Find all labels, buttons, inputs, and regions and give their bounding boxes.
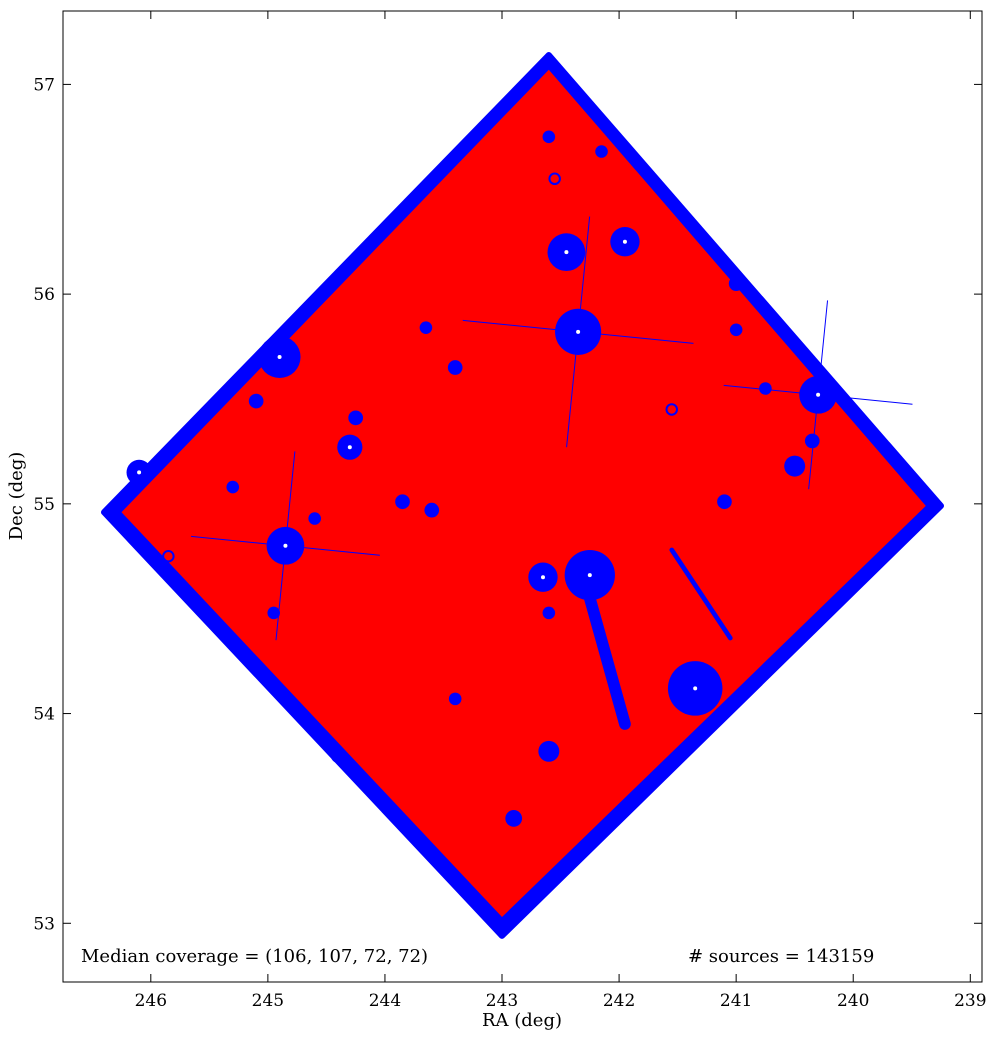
source-count-annotation: # sources = 143159 [688, 946, 874, 967]
masked-source-core [587, 573, 592, 578]
x-tick-label: 243 [486, 991, 518, 1011]
x-tick-label: 241 [720, 991, 752, 1011]
x-axis-label: RA (deg) [482, 1010, 562, 1031]
masked-source [248, 393, 264, 409]
masked-source-core [622, 239, 627, 244]
y-tick-label: 53 [33, 914, 55, 934]
masked-source [308, 512, 321, 525]
x-tick-label: 245 [252, 991, 284, 1011]
median-coverage-annotation: Median coverage = (106, 107, 72, 72) [81, 946, 428, 967]
masked-source-core [277, 355, 282, 360]
masked-source [447, 360, 463, 375]
plot-frame [62, 10, 983, 983]
x-tick-label: 239 [954, 991, 986, 1011]
masked-source [419, 321, 433, 334]
tick-layer: 246 245 244 243 242 241 240 239 53 54 55 56 57 [33, 11, 987, 1011]
masked-source [542, 130, 556, 144]
x-tick-label: 244 [369, 991, 401, 1011]
masked-source-core [576, 329, 581, 334]
masked-source [759, 382, 772, 395]
x-tick-label: 246 [135, 991, 167, 1011]
masked-source [424, 502, 440, 518]
masked-source [665, 403, 679, 416]
masked-source [784, 455, 806, 477]
masked-source [267, 606, 281, 620]
y-tick-label: 55 [33, 495, 55, 515]
y-tick-label: 56 [33, 285, 55, 305]
masked-source [505, 810, 523, 827]
masked-source [595, 145, 608, 158]
masked-source [728, 276, 744, 291]
masked-source [226, 480, 240, 494]
masked-source [804, 433, 820, 449]
x-tick-label: 240 [837, 991, 869, 1011]
masked-source [448, 692, 462, 706]
masked-source-core [540, 575, 545, 580]
masked-streak [583, 592, 631, 730]
masked-source-core [283, 543, 288, 548]
masked-source [542, 606, 556, 620]
masked-source [538, 740, 560, 762]
series-1-footprint [121, 69, 926, 917]
y-tick-label: 57 [33, 75, 55, 95]
masked-source [395, 494, 410, 510]
masked-source [162, 550, 175, 563]
y-tick-label: 54 [33, 705, 55, 725]
masked-source [717, 494, 732, 510]
masked-source [548, 172, 561, 186]
masked-source-core [816, 392, 821, 397]
y-axis-label: Dec (deg) [6, 452, 27, 541]
x-tick-label: 242 [603, 991, 635, 1011]
masked-source-core [564, 250, 569, 255]
masked-streak [669, 547, 733, 641]
masked-source-core [693, 686, 698, 691]
masked-source [729, 323, 743, 337]
masked-source [348, 410, 364, 426]
masked-source-core [137, 470, 142, 475]
masked-source-core [347, 445, 352, 450]
masked-source [330, 748, 346, 763]
data-layer [101, 52, 944, 939]
